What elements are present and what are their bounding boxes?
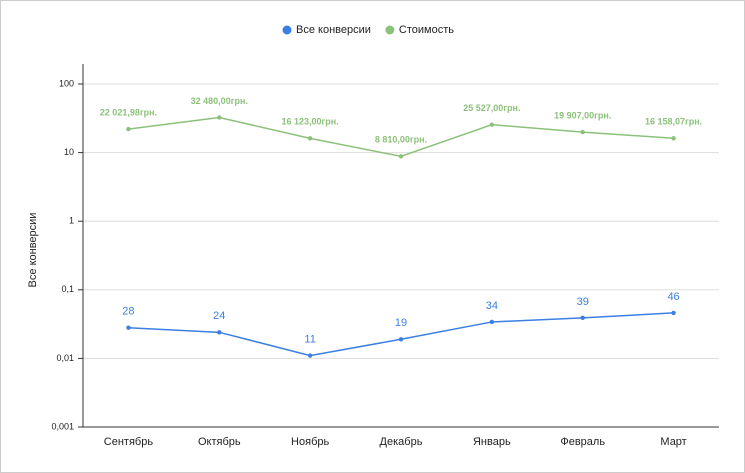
x-tick-label: Декабрь <box>380 436 423 448</box>
x-tick-label: Март <box>660 436 686 448</box>
x-tick-label: Февраль <box>560 436 605 448</box>
y-tick-label: 0,1 <box>61 284 74 294</box>
point <box>398 337 404 342</box>
point <box>126 126 131 132</box>
data-label: 16 158,07грн. <box>645 117 702 127</box>
x-tick-label: Сентябрь <box>104 436 154 448</box>
data-label: 19 <box>395 317 407 329</box>
data-label: 19 907,00грн. <box>554 110 611 120</box>
point <box>217 330 222 335</box>
data-label: 24 <box>213 310 225 322</box>
x-tick-label: Ноябрь <box>291 436 329 448</box>
point <box>580 315 585 321</box>
data-label: 16 123,00грн. <box>282 117 339 127</box>
y-tick-label: 10 <box>64 147 74 157</box>
legend-marker <box>282 25 292 35</box>
data-label: 11 <box>304 333 315 345</box>
point <box>307 136 313 141</box>
data-label: 22 021,98грн. <box>100 107 157 117</box>
data-label: 28 <box>122 306 134 318</box>
data-label: 34 <box>486 300 498 312</box>
y-tick-label: 0,001 <box>51 421 74 431</box>
data-label: 32 480,00грн. <box>191 96 248 106</box>
y-axis-label: Все конверсии <box>27 213 39 288</box>
data-label: 39 <box>577 296 589 308</box>
point <box>489 319 495 325</box>
data-label: 25 527,00грн. <box>463 103 520 113</box>
point <box>671 136 676 141</box>
legend-label: Все конверсии <box>296 24 371 36</box>
y-tick-label: 100 <box>59 78 74 88</box>
x-tick-label: Октябрь <box>198 436 241 448</box>
data-label: 46 <box>667 291 679 303</box>
point <box>398 154 404 159</box>
x-tick-label: Январь <box>473 436 511 448</box>
point <box>671 310 676 316</box>
point <box>307 353 313 358</box>
point <box>126 325 131 330</box>
legend-label: Стоимость <box>399 24 454 36</box>
point <box>580 129 585 135</box>
data-label: 8 810,00грн. <box>375 135 427 145</box>
y-tick-label: 0,01 <box>56 353 74 363</box>
point <box>489 122 495 127</box>
legend-marker <box>385 25 395 35</box>
y-tick-label: 1 <box>69 216 74 226</box>
point <box>217 115 222 120</box>
